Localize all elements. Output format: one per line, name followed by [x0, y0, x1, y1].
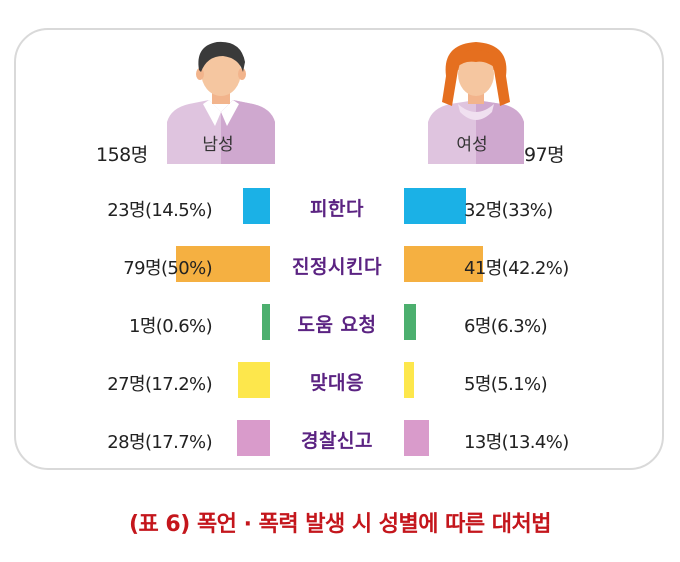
- female-value-label: 41명(42.2%): [464, 258, 569, 279]
- male-bar: [262, 304, 270, 340]
- category-label: 진정시킨다: [292, 256, 382, 278]
- female-value-label: 13명(13.4%): [464, 432, 569, 453]
- category-label: 맞대응: [310, 372, 364, 394]
- female-bar: [404, 188, 467, 224]
- female-person-icon: [428, 42, 524, 164]
- male-value-label: 28명(17.7%): [107, 432, 212, 453]
- female-total: 97명: [524, 144, 565, 166]
- female-bar: [404, 420, 430, 456]
- female-bar: [404, 246, 484, 282]
- female-bar: [404, 304, 416, 340]
- male-bar: [242, 188, 270, 224]
- category-label: 피한다: [310, 198, 364, 220]
- female-bar: [404, 362, 414, 398]
- category-label: 도움 요청: [297, 314, 377, 336]
- female-label: 여성: [456, 135, 488, 155]
- male-value-label: 23명(14.5%): [107, 200, 212, 221]
- male-value-label: 79명(50%): [123, 258, 212, 279]
- male-value-label: 27명(17.2%): [107, 374, 212, 395]
- male-total: 158명: [96, 144, 148, 166]
- male-bar: [237, 362, 270, 398]
- female-value-label: 5명(5.1%): [464, 374, 548, 395]
- chart-card: [14, 28, 664, 470]
- female-value-label: 32명(33%): [464, 200, 553, 221]
- male-person-icon: [167, 41, 275, 164]
- male-label: 남성: [202, 135, 234, 155]
- female-value-label: 6명(6.3%): [464, 316, 548, 337]
- male-bar: [176, 246, 270, 282]
- male-value-label: 1명(0.6%): [129, 316, 213, 337]
- chart-caption: (표 6) 폭언 · 폭력 발생 시 성별에 따른 대처법: [128, 512, 552, 537]
- category-label: 경찰신고: [301, 430, 373, 452]
- male-bar: [236, 420, 270, 456]
